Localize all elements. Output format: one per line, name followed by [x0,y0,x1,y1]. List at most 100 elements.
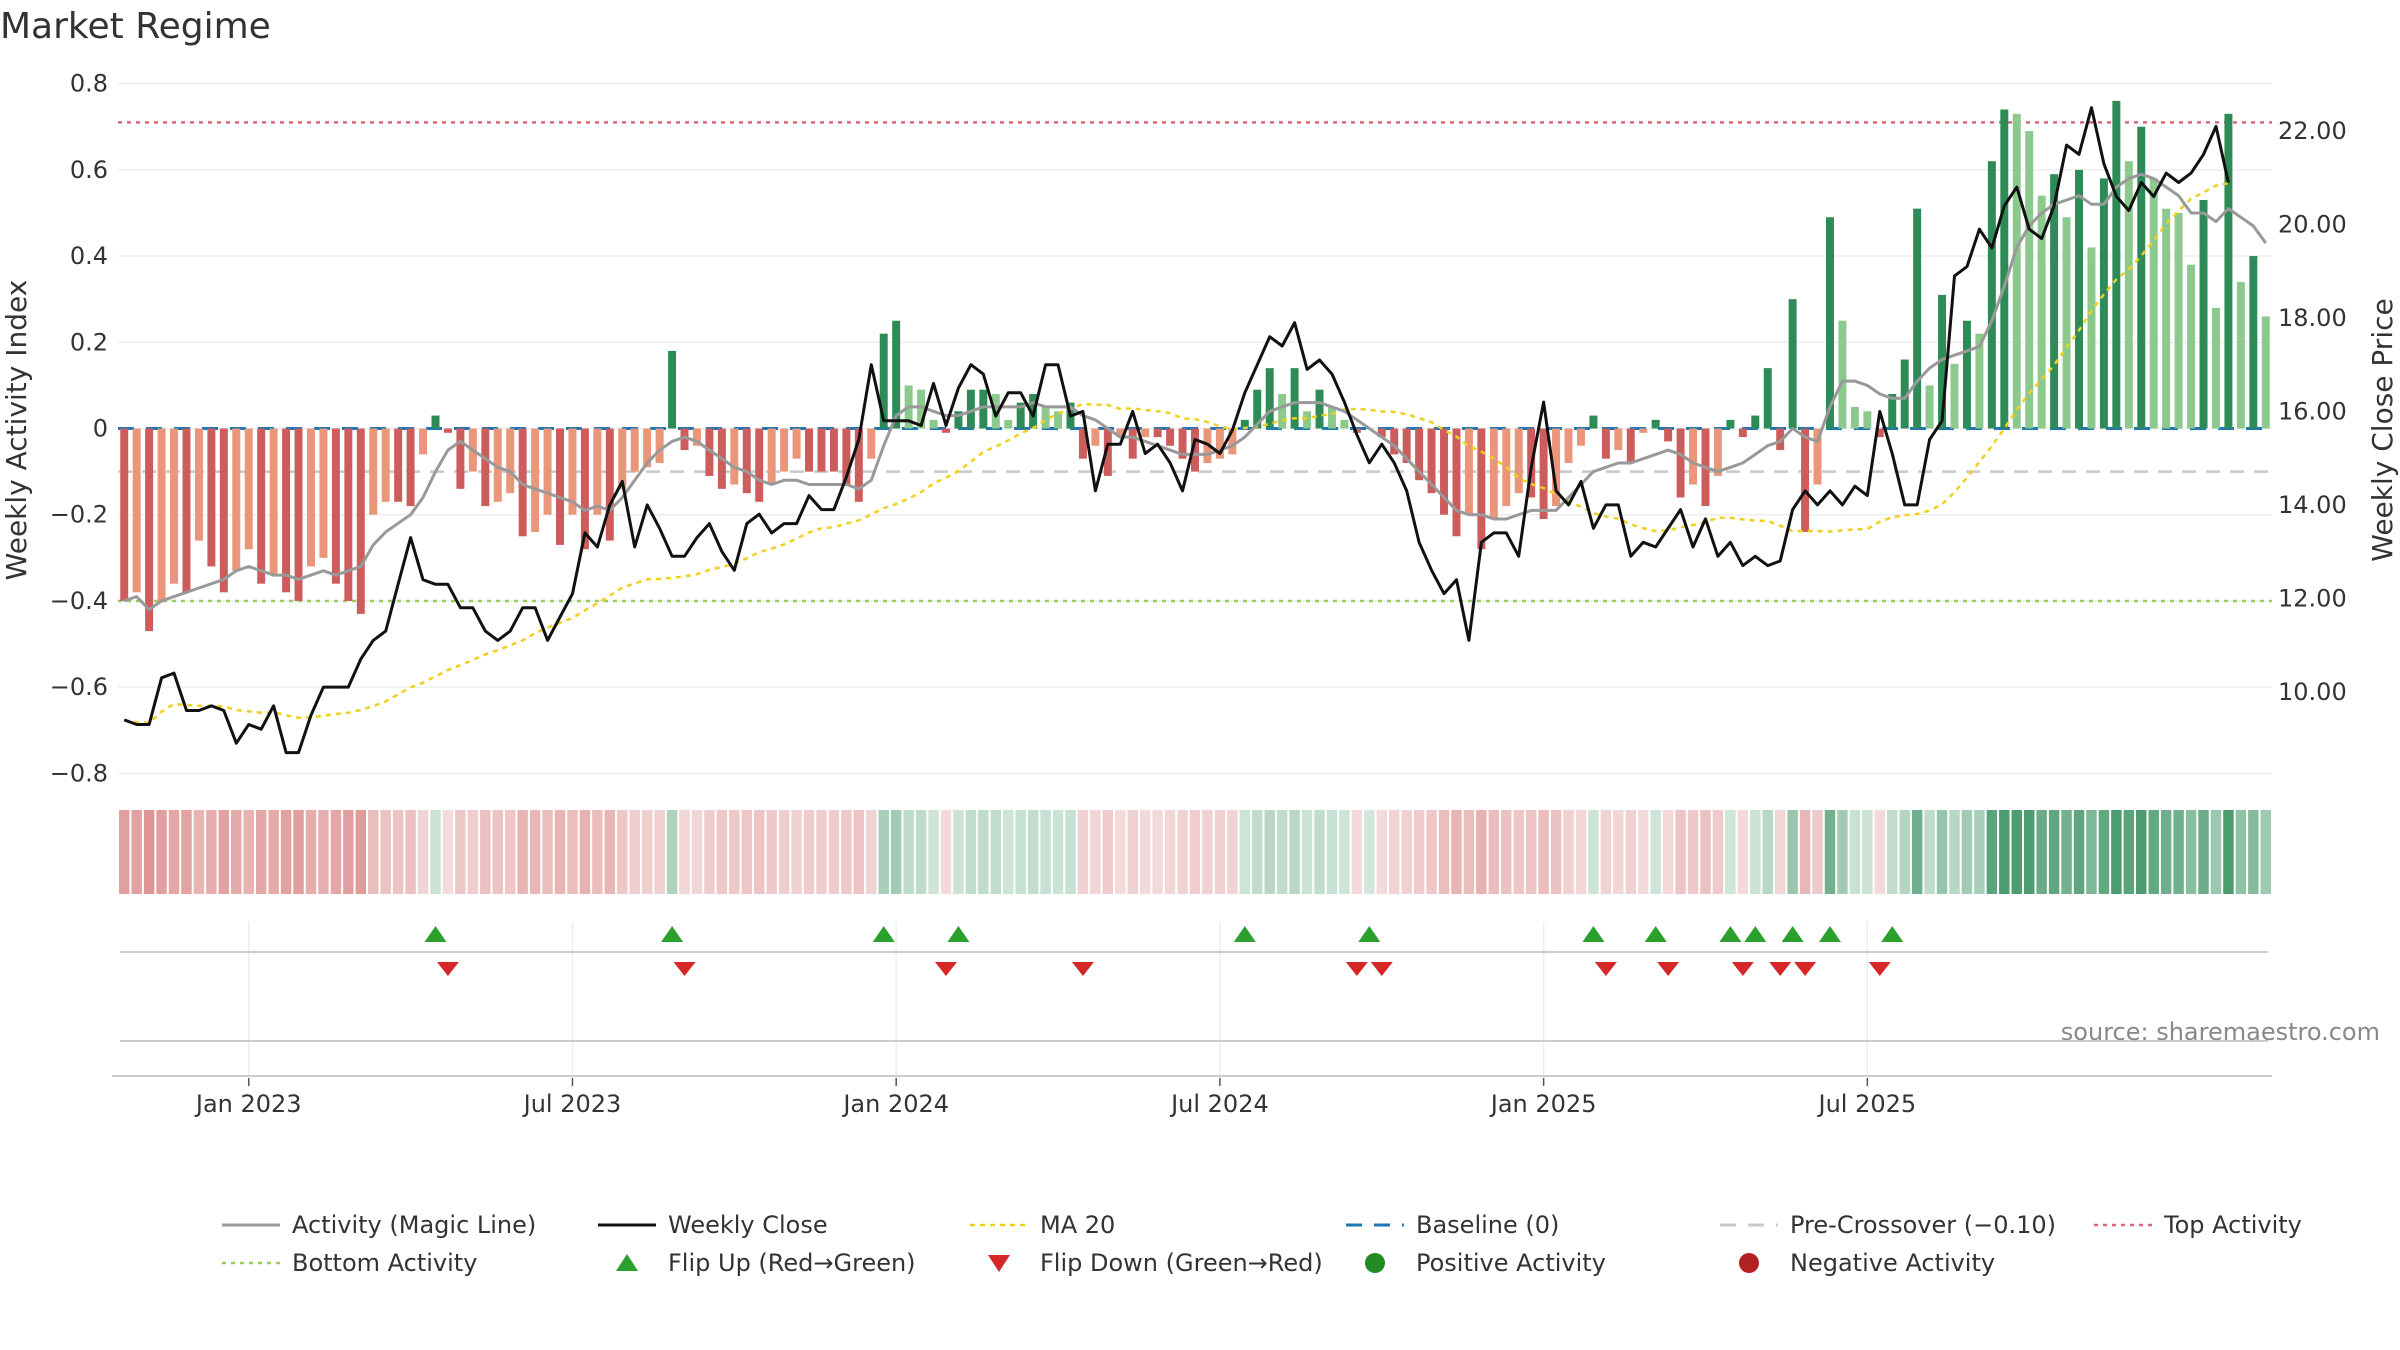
activity-bar [1552,428,1561,507]
y2-tick-label: 22.00 [2278,117,2347,145]
heat-cell [2061,810,2072,894]
activity-bar [568,428,577,515]
heat-cell [1625,810,1637,894]
y2-tick-label: 18.00 [2278,304,2347,332]
heat-cell [1862,810,1873,894]
activity-bar [593,428,602,515]
activity-bar [194,428,203,541]
heat-cell [778,810,790,894]
y-tick-label: −0.8 [50,759,108,787]
activity-bar [2112,100,2121,429]
heat-cell [1887,810,1898,894]
heat-cell [1227,810,1238,894]
activity-bar [2162,208,2171,429]
heat-cell [1401,810,1412,894]
heat-cell [1376,810,1387,894]
flip-up-marker [661,926,684,942]
heat-cell [803,810,815,894]
y-tick-label: −0.6 [50,673,108,701]
activity-bar [867,428,876,459]
heat-cell [1252,810,1263,894]
activity-bar [605,428,614,541]
legend-label: Activity (Magic Line) [292,1211,536,1239]
heat-cell [1189,810,1201,894]
activity-bar [356,428,365,614]
heat-cell [542,810,553,894]
legend-label: Top Activity [2163,1211,2302,1239]
legend: Activity (Magic Line) Weekly Close MA 20 Ba… [222,1211,2302,1277]
flip-up-marker [1358,926,1381,942]
y-tick-label: 0.2 [70,328,108,356]
activity-bar [1713,428,1722,476]
legend-label: Flip Down (Green→Red) [1040,1249,1323,1277]
heat-cell [218,810,230,894]
activity-bar [829,428,838,472]
heat-cell [1949,810,1960,894]
flip-down-marker [1071,962,1094,976]
flip-down-marker [1794,962,1817,976]
activity-bar [2149,178,2158,429]
heat-cell [2160,810,2172,894]
heat-cell [828,810,840,894]
activity-bar [1489,428,1498,520]
regime-heat-strip [118,810,2272,894]
activity-bar [1215,428,1224,459]
activity-bar [1265,368,1274,429]
activity-bar [1589,415,1598,429]
activity-bar [680,428,689,451]
activity-bar [506,428,515,494]
activity-bar [979,389,988,429]
y-axis-left: 0.8 0.6 0.4 0.2 0 −0.2 −0.4 −0.6 −0.8 [50,70,108,788]
y-tick-label: 0.4 [70,242,108,270]
activity-bar [879,333,888,429]
y2-tick-label: 16.00 [2278,397,2347,425]
heat-cell [866,810,877,894]
heat-cell [405,810,416,894]
activity-bar [1813,428,1822,485]
y-tick-label: −0.4 [50,587,108,615]
activity-bar [668,350,677,429]
activity-bar [257,428,266,584]
heat-cell [1650,810,1661,894]
heat-cell [990,810,1002,894]
heat-cell [193,810,205,894]
activity-bar [1116,428,1125,438]
heat-cell [1413,810,1425,894]
activity-bar [1340,419,1349,429]
activity-bar [556,428,564,545]
activity-bar [2099,178,2108,429]
heat-cell [1339,810,1350,894]
activity-bar [431,415,440,429]
legend-label: Negative Activity [1790,1249,1995,1277]
activity-bar [344,428,353,601]
heat-cell [1999,810,2010,894]
heat-cell [1239,810,1251,894]
activity-bar [2012,113,2021,429]
activity-bar [294,428,303,601]
activity-bar [2137,126,2146,429]
activity-bar [1141,428,1150,438]
activity-bar [307,428,315,567]
activity-bar [2187,264,2196,429]
flip-down-marker [1731,962,1754,976]
flip-up-marker [1744,926,1767,942]
activity-bar [1826,217,1834,429]
heat-cell [1463,810,1475,894]
activity-bar [1950,363,1959,429]
heat-cell [1799,810,1811,894]
heat-cell [1040,810,1051,894]
activity-bar [842,428,851,485]
activity-bar [419,428,428,455]
activity-bar [1962,320,1971,429]
heat-cell [816,810,827,894]
activity-bar [1402,428,1411,463]
activity-bar [954,411,963,429]
magic-line [123,172,2268,612]
heat-cell [704,810,715,894]
legend-label: Positive Activity [1416,1249,1606,1277]
heat-cell [753,810,765,894]
heat-cell [1737,810,1749,894]
legend-item-flip-up: Flip Up (Red→Green) [616,1249,916,1277]
activity-bar [406,428,415,507]
